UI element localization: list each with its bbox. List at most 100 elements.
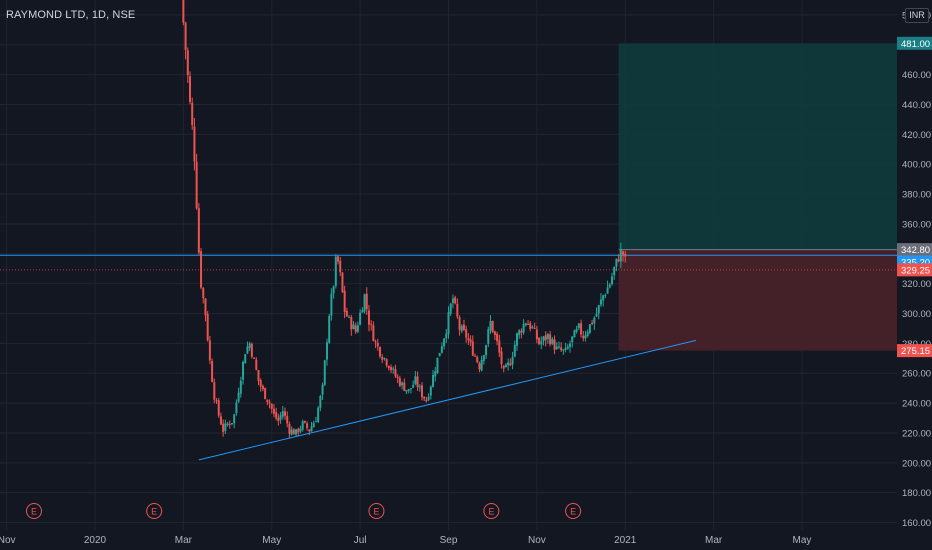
candle-body — [257, 370, 260, 381]
candle-body — [250, 343, 253, 357]
candle-body — [328, 316, 331, 343]
candle-body — [564, 347, 567, 350]
earnings-marker[interactable]: E — [368, 503, 385, 519]
candle-body — [184, 22, 187, 51]
candle-body — [261, 385, 264, 390]
time-axis-label: Mar — [705, 535, 723, 546]
earnings-marker-label: E — [151, 507, 157, 517]
stop-zone[interactable] — [618, 249, 897, 351]
candle-body — [268, 402, 271, 404]
candle-body — [606, 287, 609, 294]
candle-body — [555, 346, 558, 350]
candle-body — [403, 382, 406, 391]
candle-body — [401, 382, 404, 386]
candle-body — [356, 325, 359, 332]
candle-body — [319, 396, 322, 408]
candle-body — [390, 367, 393, 371]
candle-body — [259, 380, 262, 387]
candle-body — [387, 365, 390, 369]
candle-body — [573, 330, 576, 338]
candle-body — [211, 361, 214, 382]
candle-body — [288, 423, 291, 434]
candle-body — [343, 290, 346, 312]
candle-body — [549, 334, 552, 345]
earnings-marker[interactable]: E — [26, 503, 42, 519]
time-axis-label: Mar — [175, 535, 193, 546]
candle-body — [502, 365, 505, 369]
candle-body — [222, 423, 225, 432]
time-axis[interactable]: Nov 2020 Mar May Jul Sep Nov 2021 Mar May — [0, 535, 811, 546]
candle-body — [542, 336, 545, 341]
candle-body — [370, 323, 373, 325]
candle-body — [279, 415, 282, 420]
candle-body — [602, 295, 605, 301]
candle-body — [230, 422, 233, 424]
candle-body — [571, 336, 574, 343]
candle-body — [458, 317, 461, 330]
candle-body — [191, 102, 194, 126]
candle-body — [414, 376, 417, 384]
candle-body — [527, 323, 530, 325]
candle-body — [197, 208, 200, 253]
candle-body — [591, 322, 594, 324]
trendline-stroke[interactable] — [198, 339, 697, 461]
price-axis-label: 320.00 — [902, 279, 931, 290]
price-label-bg — [897, 36, 932, 50]
horizontal-line[interactable] — [0, 254, 897, 271]
candle-body — [569, 343, 572, 347]
price-label-text: 329.25 — [901, 265, 930, 276]
candle-body — [365, 293, 368, 310]
earnings-marker-circle — [565, 503, 582, 519]
candle-body — [325, 342, 328, 360]
candle-body — [281, 411, 284, 417]
candle-body — [582, 335, 585, 339]
price-axis-label: 260.00 — [902, 369, 931, 380]
candle-body — [374, 341, 377, 343]
candle-body — [394, 369, 397, 377]
candle-body — [485, 345, 488, 356]
candle-body — [372, 325, 375, 342]
time-axis-label: May — [793, 535, 812, 546]
candle-body — [438, 352, 441, 357]
candle-body — [469, 339, 472, 343]
price-axis-label: 380.00 — [902, 190, 931, 201]
candle-body — [546, 334, 549, 339]
position-zones — [618, 43, 897, 351]
candle-body — [398, 378, 401, 386]
earnings-marker[interactable]: E — [483, 503, 500, 519]
candle-body — [498, 340, 501, 353]
candle-body — [286, 415, 289, 424]
candle-body — [310, 426, 313, 432]
candle-body — [575, 328, 578, 332]
target-zone[interactable] — [618, 43, 897, 250]
candle-body — [513, 344, 516, 357]
price-label-text: 275.15 — [901, 346, 930, 357]
candle-body — [522, 324, 525, 333]
candle-body — [233, 414, 236, 424]
candle-body — [215, 400, 218, 402]
candle-body — [383, 358, 386, 360]
trendline[interactable] — [198, 339, 697, 461]
candle-body — [213, 382, 216, 400]
candle-body — [270, 403, 273, 409]
candle-body — [615, 258, 618, 267]
candle-body — [200, 251, 203, 288]
earnings-marker-label: E — [31, 507, 37, 517]
candle-body — [264, 388, 267, 400]
candle-body — [584, 335, 587, 339]
candle-body — [407, 389, 410, 391]
price-label-text: 481.00 — [901, 39, 930, 50]
currency-label[interactable]: INR — [905, 8, 929, 23]
candle-body — [610, 276, 613, 285]
earnings-marker[interactable]: E — [565, 503, 582, 519]
candle-body — [465, 329, 468, 338]
candle-body — [341, 272, 344, 293]
earnings-marker[interactable]: E — [146, 503, 163, 519]
candle-body — [208, 340, 211, 361]
time-axis-label: 2020 — [84, 535, 107, 546]
candle-body — [588, 324, 591, 333]
price-axis-label: 440.00 — [902, 100, 931, 111]
